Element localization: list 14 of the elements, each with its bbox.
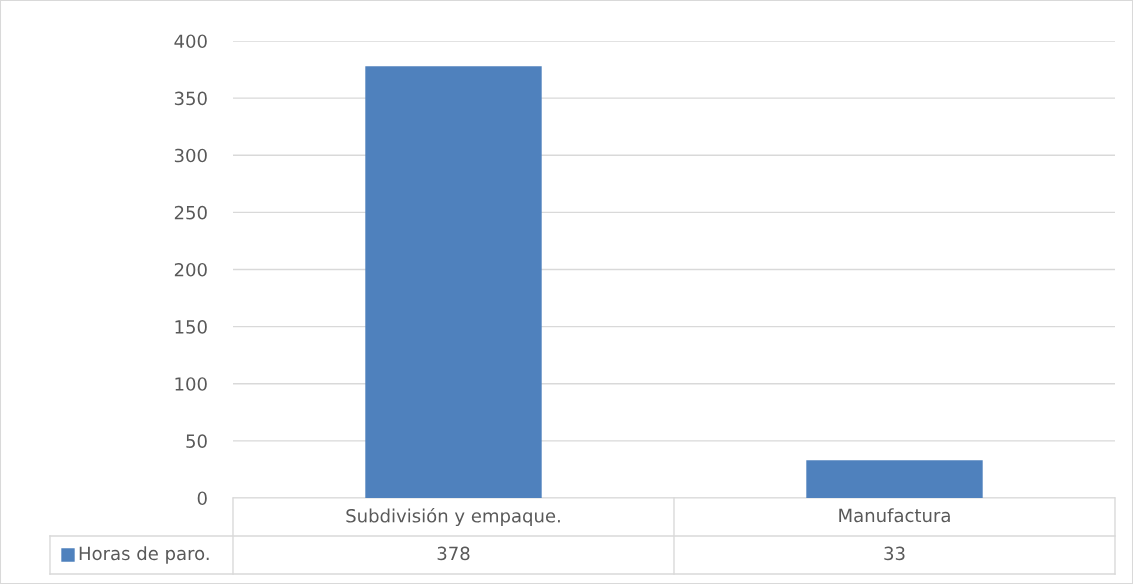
x-tick-label: Manufactura bbox=[839, 508, 950, 523]
y-tick-label: 350 bbox=[174, 91, 207, 106]
y-tick-label: 100 bbox=[175, 377, 207, 391]
y-tick-label: 300 bbox=[174, 148, 207, 163]
y-tick-label: 400 bbox=[174, 34, 207, 49]
y-tick-label: 250 bbox=[174, 205, 207, 220]
y-tick-label: 50 bbox=[186, 434, 207, 448]
x-tick-label: Subdivisión y empaque. bbox=[346, 507, 560, 527]
data-label: 33 bbox=[884, 546, 905, 561]
y-tick-label: 200 bbox=[174, 262, 207, 277]
y-tick-label: 0 bbox=[197, 491, 207, 506]
legend-label: Horas de paro. bbox=[79, 546, 209, 564]
data-label: 378 bbox=[437, 546, 470, 561]
y-tick-label: 150 bbox=[175, 320, 207, 334]
